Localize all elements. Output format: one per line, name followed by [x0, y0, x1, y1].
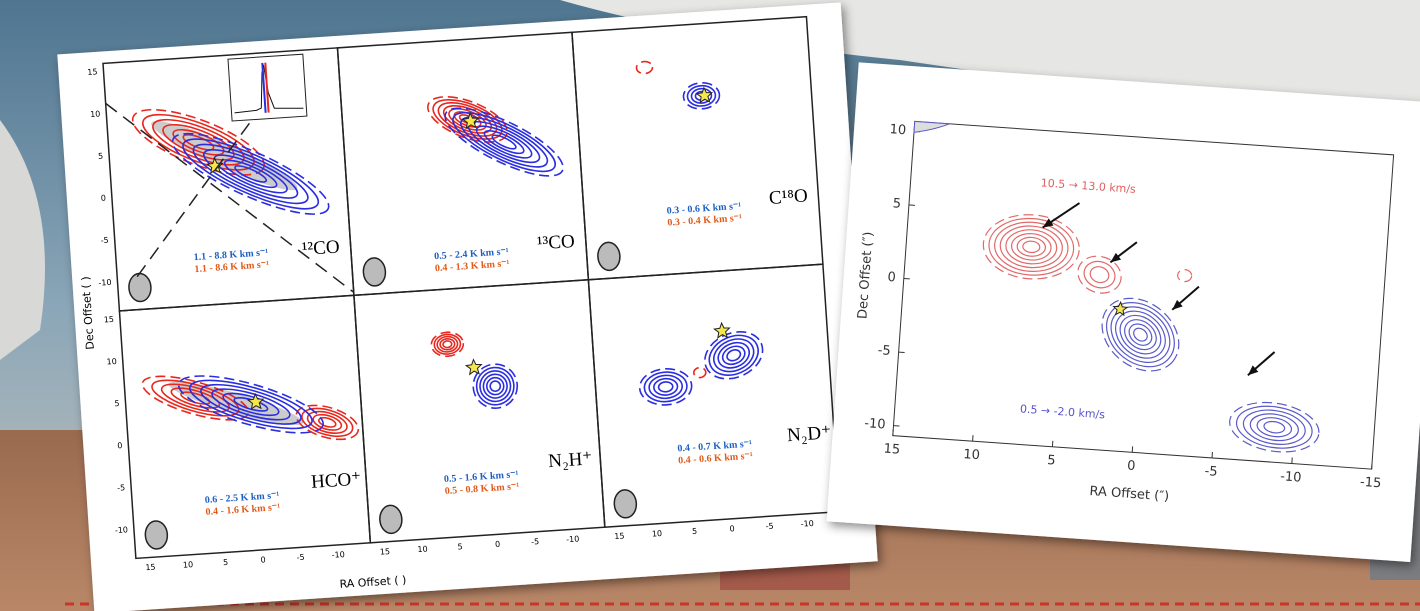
y-tick-label: 5 — [892, 196, 901, 212]
y-tick-label: 5 — [98, 152, 104, 161]
x-tick-label: -10 — [331, 550, 345, 560]
y-tick-label: 0 — [117, 441, 123, 450]
y-tick-label: 5 — [114, 399, 120, 408]
x-tick-label: 15 — [883, 442, 901, 458]
y-tick-label: -5 — [117, 483, 126, 493]
x-tick-label: -10 — [566, 534, 580, 544]
y-tick-label: 10 — [889, 122, 907, 138]
x-tick-label: 0 — [495, 540, 501, 549]
y-tick-label: -10 — [98, 278, 112, 288]
y-tick-label: 10 — [106, 357, 117, 367]
left-figure: Dec Offset ( ) RA Offset ( ) 1.1 - 8.8 K… — [57, 2, 877, 611]
y-tick-label: 10 — [90, 109, 101, 119]
y-tick-label: 0 — [887, 270, 896, 286]
x-tick-label: -5 — [1204, 464, 1218, 480]
molecule-label: ¹³CO — [536, 231, 575, 254]
x-tick-label: -5 — [296, 553, 305, 563]
x-tick-label: -5 — [765, 522, 774, 532]
x-tick-label: 10 — [417, 545, 428, 555]
x-tick-label: -5 — [531, 537, 540, 547]
x-tick-label: 0 — [1127, 459, 1136, 475]
y-tick-label: -5 — [877, 343, 891, 359]
x-tick-label: 10 — [652, 529, 663, 539]
x-tick-label: 15 — [614, 531, 625, 541]
page: {"left_figure": { "y_axis_label": "Dec O… — [0, 0, 1420, 611]
scene: Dec Offset ( ) RA Offset ( ) 1.1 - 8.8 K… — [0, 0, 1420, 611]
x-tick-label: 15 — [145, 563, 156, 573]
right-figure: Dec Offset (″) RA Offset (″) 10.5 → 13.0… — [827, 62, 1420, 562]
x-tick-label: -15 — [1360, 475, 1382, 491]
x-tick-label: 5 — [1047, 453, 1056, 469]
x-tick-label: -10 — [800, 519, 814, 529]
x-tick-label: 0 — [729, 524, 735, 533]
y-tick-label: 0 — [101, 194, 107, 203]
y-tick-label: -10 — [115, 525, 129, 535]
x-tick-label: 15 — [380, 547, 391, 557]
molecule-label: N₂D⁺ — [786, 422, 831, 446]
molecule-label: HCO⁺ — [310, 469, 361, 493]
y-tick-label: 15 — [87, 67, 98, 77]
x-tick-label: -10 — [1280, 469, 1302, 485]
y-tick-label: 15 — [104, 315, 115, 325]
x-tick-label: 5 — [223, 558, 229, 567]
molecule-label: C¹⁸O — [768, 185, 808, 209]
x-tick-label: 5 — [692, 527, 698, 536]
x-tick-label: 10 — [963, 447, 981, 463]
x-tick-label: 5 — [457, 542, 463, 551]
molecule-label: N₂H⁺ — [548, 448, 593, 472]
x-tick-label: 10 — [183, 560, 194, 570]
x-tick-label: 0 — [260, 555, 266, 564]
y-tick-label: -10 — [864, 416, 886, 432]
y-tick-label: -5 — [100, 236, 109, 246]
